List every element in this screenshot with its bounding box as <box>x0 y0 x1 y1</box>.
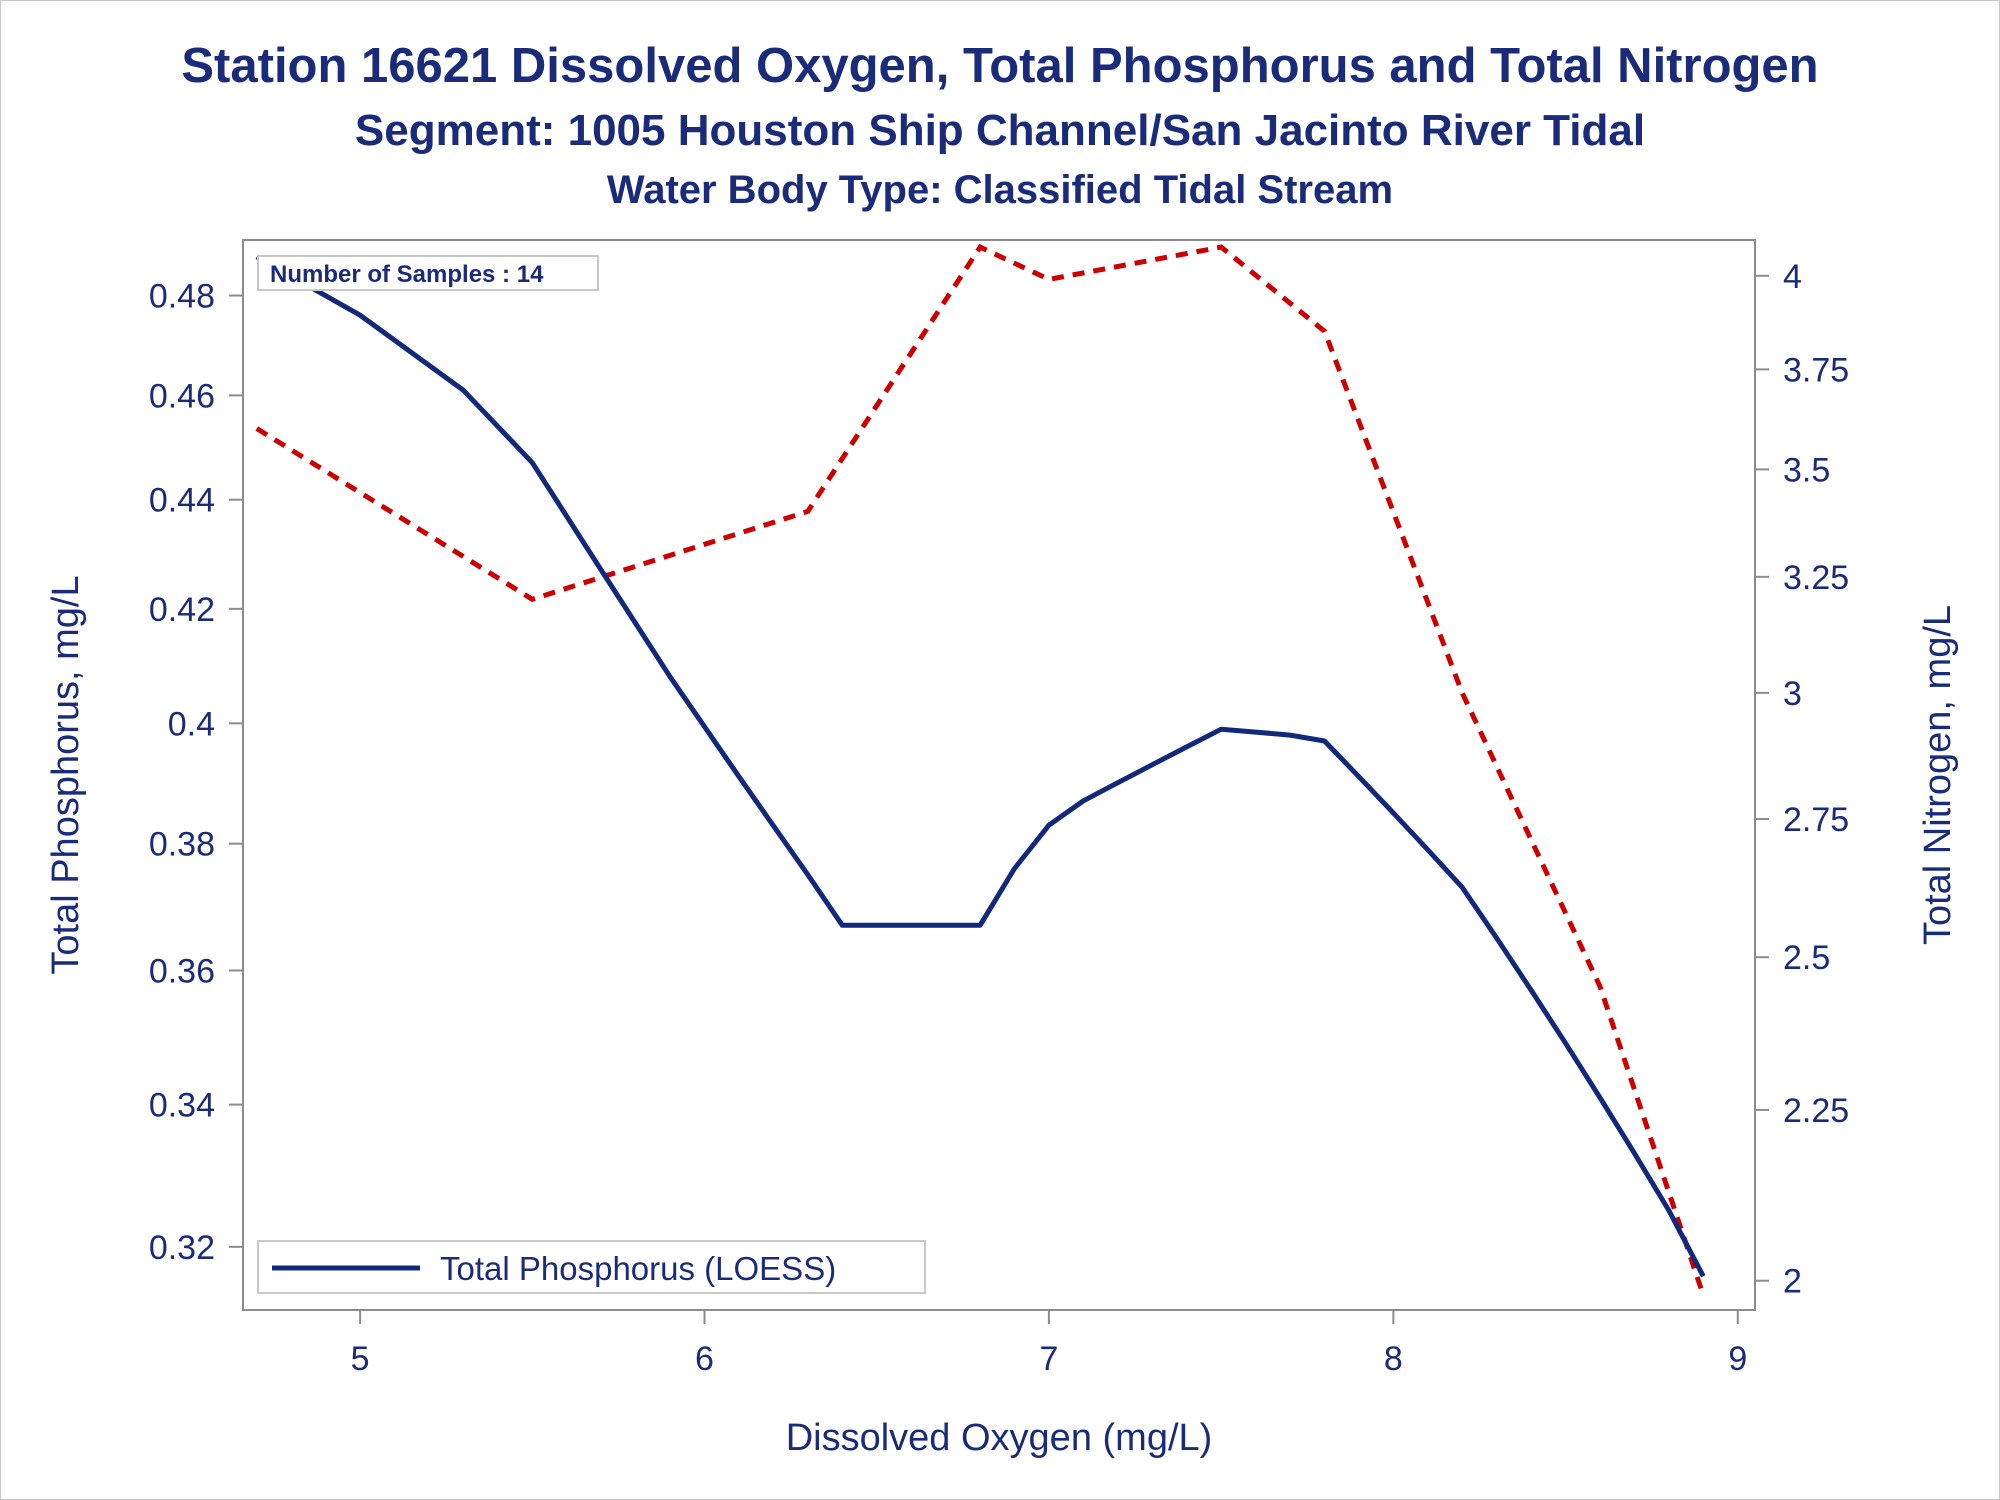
y2-axis-ticks: 2 2.25 2.5 2.75 3 3.25 3.5 3.75 4 <box>1755 258 1849 1301</box>
x-tick-label: 5 <box>351 1340 370 1378</box>
x-tick-label: 6 <box>695 1340 714 1378</box>
y-axis-ticks: 0.32 0.34 0.36 0.38 0.4 0.42 0.44 0.46 0.48 <box>149 278 243 1267</box>
y2-tick-label: 4 <box>1783 258 1802 296</box>
samples-inset-box <box>257 255 599 291</box>
chart-subtitle-segment: Segment: 1005 Houston Ship Channel/San J… <box>354 106 1646 155</box>
series-line-total-phosphorus <box>255 254 1706 1278</box>
y-tick-label: 0.42 <box>149 591 215 629</box>
chart-subtitle-waterbody: Water Body Type: Classified Tidal Stream <box>606 168 1394 212</box>
y-tick-label: 0.44 <box>149 482 215 520</box>
y-tick-label: 0.4 <box>168 705 215 743</box>
legend: Total Phosphorus (LOESS) <box>257 1240 926 1294</box>
y2-tick-label: 3.75 <box>1783 351 1849 389</box>
x-tick-label: 8 <box>1384 1340 1403 1378</box>
y2-tick-label: 3.5 <box>1783 451 1830 489</box>
y-tick-label: 0.32 <box>149 1229 215 1267</box>
y-tick-label: 0.36 <box>149 952 215 990</box>
x-tick-label: 7 <box>1039 1340 1058 1378</box>
x-axis-label: Dissolved Oxygen (mg/L) <box>786 1417 1213 1459</box>
chart-title: Station 16621 Dissolved Oxygen, Total Ph… <box>181 39 1819 93</box>
plot-area <box>242 239 1756 1311</box>
x-tick-label: 9 <box>1728 1340 1747 1378</box>
samples-inset: Number of Samples : 14 <box>257 255 599 291</box>
series-line-total-nitrogen <box>255 243 1706 1297</box>
y-axis-label: Total Phosphorus, mg/L <box>45 575 87 974</box>
samples-inset-text: Number of Samples : 14 <box>270 261 544 288</box>
y-tick-label: 0.46 <box>149 377 215 415</box>
y2-tick-label: 2 <box>1783 1263 1802 1301</box>
y-tick-label: 0.38 <box>149 826 215 864</box>
y2-axis-label: Total Nitrogen, mg/L <box>1917 605 1959 945</box>
y-tick-label: 0.34 <box>149 1087 215 1125</box>
y2-tick-label: 2.75 <box>1783 801 1849 839</box>
x-axis-ticks: 5 6 7 8 9 <box>351 1310 1747 1378</box>
y2-tick-label: 3 <box>1783 675 1802 713</box>
y2-tick-label: 3.25 <box>1783 559 1849 597</box>
y2-tick-label: 2.5 <box>1783 939 1830 977</box>
y-tick-label: 0.48 <box>149 278 215 316</box>
legend-label: Total Phosphorus (LOESS) <box>440 1250 836 1287</box>
y2-tick-label: 2.25 <box>1783 1092 1849 1130</box>
